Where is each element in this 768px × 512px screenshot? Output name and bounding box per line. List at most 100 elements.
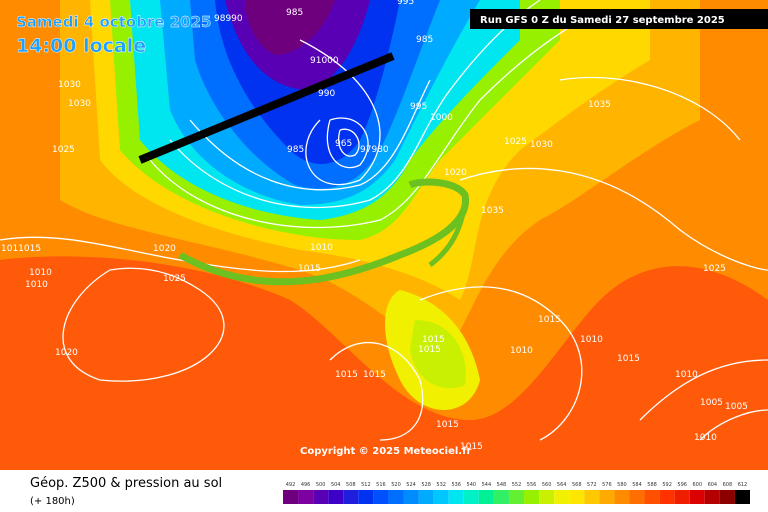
colorbar-label: 536	[451, 482, 461, 488]
isobar-label: 985	[416, 35, 433, 45]
colorbar-label: 560	[542, 482, 552, 488]
isobar-label: 1030	[68, 99, 91, 109]
colorbar-label: 500	[316, 482, 326, 488]
isobar-label: 1030	[530, 140, 553, 150]
isobar-label: 1025	[52, 145, 75, 155]
isobar-label: 1035	[588, 100, 611, 110]
colorbar-swatch	[629, 490, 645, 504]
colorbar-label: 528	[421, 482, 431, 488]
local-time: 14:00 locale	[16, 35, 146, 57]
colorbar-swatch	[554, 490, 570, 504]
isobar-label: 1015	[538, 315, 561, 325]
isobar-label: 1010	[29, 268, 52, 278]
isobar-label: 91000	[310, 56, 339, 66]
colorbar-swatch	[463, 490, 479, 504]
isobar-label: 1025	[504, 137, 527, 147]
colorbar-swatch	[674, 490, 690, 504]
colorbar-swatch	[343, 490, 359, 504]
colorbar-label: 576	[602, 482, 612, 488]
isobar-label: 995	[410, 102, 427, 112]
colorbar-swatch	[418, 490, 434, 504]
isobar-label: 1010	[25, 280, 48, 290]
isobar-label: 1010	[310, 243, 333, 253]
isobar-label: 98990	[214, 14, 243, 24]
colorbar-label: 584	[632, 482, 642, 488]
colorbar-swatch	[659, 490, 675, 504]
isobar-label: 1015	[422, 335, 445, 345]
isobar-label: 1010	[694, 433, 717, 443]
colorbar-label: 596	[677, 482, 687, 488]
isobar-label: 1030	[58, 80, 81, 90]
isobar-label: 1015	[436, 420, 459, 430]
isobar-label: 985	[287, 145, 304, 155]
isobar-label: 1015	[418, 345, 441, 355]
colorbar-swatch	[704, 490, 720, 504]
colorbar-swatch	[298, 490, 314, 504]
isobar-label: 1020	[153, 244, 176, 254]
geopotential-field	[0, 0, 768, 470]
colorbar-swatch	[599, 490, 615, 504]
colorbar-label: 544	[482, 482, 492, 488]
isobar-label: 1015	[335, 370, 358, 380]
colorbar-label: 588	[647, 482, 657, 488]
isobar-label: 1015	[617, 354, 640, 364]
colorbar-label: 580	[617, 482, 627, 488]
isobar-label: 995	[397, 0, 414, 7]
isobar-label: 1015	[298, 264, 321, 274]
isobar-label: 990	[318, 89, 335, 99]
colorbar-swatch	[328, 490, 344, 504]
colorbar-swatch	[539, 490, 555, 504]
colorbar-swatch	[313, 490, 329, 504]
colorbar-swatch	[644, 490, 660, 504]
colorbar-swatch	[719, 490, 735, 504]
colorbar-label: 568	[572, 482, 582, 488]
colorbar: 492 496 500 504 508 512 516 520 524 528 532 536 540 5…	[283, 482, 750, 504]
colorbar-swatch	[388, 490, 404, 504]
colorbar-swatch	[358, 490, 374, 504]
isobar-label: 1005	[700, 398, 723, 408]
colorbar-label: 532	[436, 482, 446, 488]
isobar-label: 965	[335, 139, 352, 149]
valid-date: Samedi 4 octobre 2025	[16, 13, 211, 31]
colorbar-label: 604	[708, 482, 718, 488]
colorbar-swatch	[403, 490, 419, 504]
colorbar-swatch	[493, 490, 509, 504]
copyright: Copyright © 2025 Meteociel.fr	[300, 446, 471, 457]
colorbar-label: 548	[497, 482, 507, 488]
colorbar-label: 496	[301, 482, 311, 488]
isobar-label: 1015	[460, 442, 483, 452]
colorbar-label: 592	[662, 482, 672, 488]
isobar-labels: 985 98990 995 985 91000 990 995 1000 965…	[1, 0, 748, 452]
colorbar-label: 520	[391, 482, 401, 488]
colorbar-label: 608	[723, 482, 733, 488]
colorbar-label: 512	[361, 482, 371, 488]
colorbar-swatch	[524, 490, 540, 504]
colorbar-swatch	[433, 490, 449, 504]
colorbar-label: 492	[286, 482, 296, 488]
colorbar-label: 612	[738, 482, 748, 488]
isobar-label: 1005	[725, 402, 748, 412]
run-banner	[470, 9, 768, 29]
isobar-label: 1010	[510, 346, 533, 356]
colorbar-swatch	[689, 490, 705, 504]
colorbar-swatch	[584, 490, 600, 504]
colorbar-label: 564	[557, 482, 567, 488]
colorbar-label: 572	[587, 482, 597, 488]
lead-time: (+ 180h)	[30, 496, 75, 507]
isobar-label: 1011015	[1, 244, 41, 254]
isobar-label: 1020	[55, 348, 78, 358]
colorbar-swatch	[569, 490, 585, 504]
isobar-label: 1000	[430, 113, 453, 123]
isobar-label: 1015	[363, 370, 386, 380]
colorbar-label: 600	[693, 482, 703, 488]
colorbar-label: 524	[406, 482, 416, 488]
run-info: Run GFS 0 Z du Samedi 27 septembre 2025	[480, 15, 725, 26]
colorbar-label: 540	[467, 482, 477, 488]
isobar-label: 1010	[675, 370, 698, 380]
colorbar-swatch	[508, 490, 525, 504]
colorbar-swatch	[373, 490, 389, 504]
colorbar-label: 556	[527, 482, 537, 488]
colorbar-swatch	[734, 490, 750, 504]
isobar-label: 1010	[580, 335, 603, 345]
